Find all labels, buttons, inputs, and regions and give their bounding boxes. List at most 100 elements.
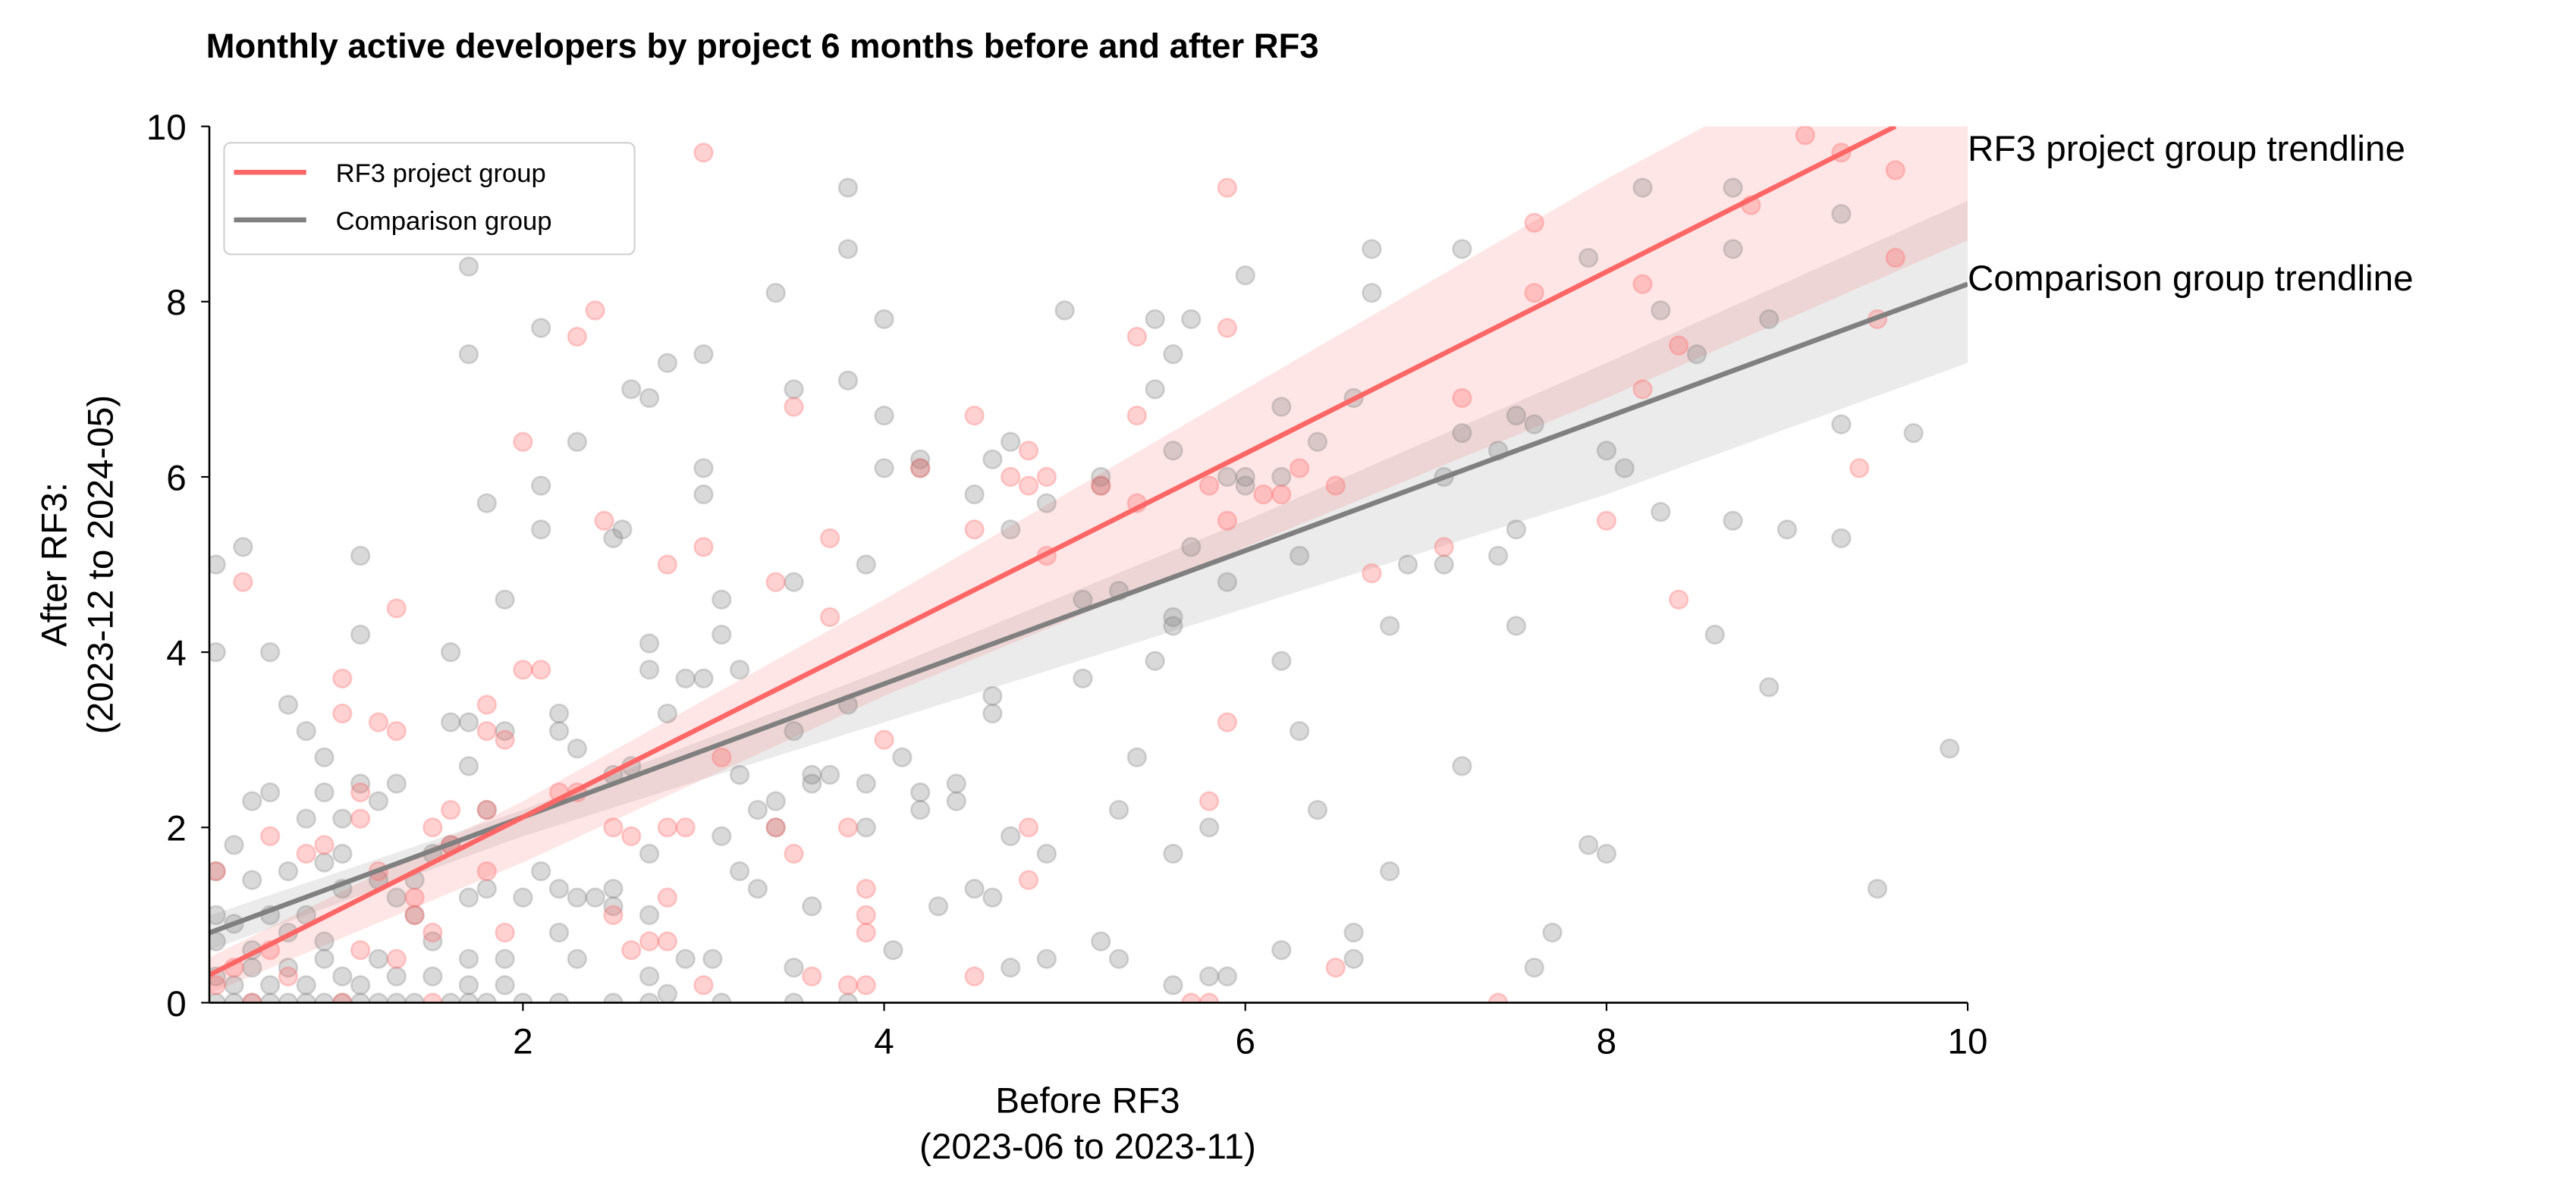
comparison-data-point [242,870,262,890]
comparison-data-point [639,633,660,654]
comparison-data-point [278,993,299,1003]
comparison-data-point [585,887,605,908]
comparison-data-point [1198,817,1220,838]
rf3-data-point [209,975,226,996]
comparison-data-point [802,764,822,786]
comparison-data-point [1001,519,1021,540]
rf3-data-point [259,826,281,847]
rf3-trendline [209,126,1897,978]
comparison-data-point [909,782,931,803]
comparison-data-point [1181,537,1202,557]
comparison-data-point [603,878,624,899]
comparison-data-point [495,720,515,742]
comparison-data-point [1452,756,1472,776]
comparison-data-point [1108,799,1129,820]
comparison-data-point [802,896,822,917]
comparison-data-point [548,720,570,742]
rf3-data-point [964,405,985,426]
x-tick-label: 4 [874,1022,894,1062]
comparison-data-point [1271,651,1292,671]
comparison-data-point [639,843,660,864]
comparison-data-point [1217,466,1238,488]
comparison-data-point [548,993,570,1003]
comparison-data-point [1108,949,1129,969]
comparison-data-point [1524,414,1544,434]
rf3-data-point [1524,212,1544,233]
rf3-data-point [621,939,642,961]
comparison-data-point [856,773,876,794]
comparison-trendline [209,281,1968,936]
comparison-data-point [1723,239,1743,259]
y-tick-label: 8 [166,283,186,323]
rf3-data-point [603,905,624,926]
rf3-data-point [1885,160,1906,180]
comparison-data-point [765,283,786,303]
rf3-data-point [495,922,515,943]
rf3-data-point [567,326,588,347]
comparison-data-point [1940,739,1960,759]
rf3-data-point [1217,712,1238,732]
comparison-data-point [567,949,588,969]
comparison-data-point [368,791,389,811]
comparison-data-point [314,747,335,768]
comparison-data-point [386,993,407,1003]
comparison-data-point [1434,554,1454,575]
comparison-data-point [892,747,913,768]
comparison-data-point [209,641,226,663]
rf3-data-point [1452,387,1472,409]
comparison-data-point [729,861,750,882]
comparison-data-point [982,685,1003,707]
comparison-data-point [1181,309,1202,330]
comparison-data-point [567,739,588,759]
y-tick-label: 2 [166,809,186,849]
x-tick-label: 10 [1948,1022,1988,1062]
comparison-data-point [1163,616,1183,636]
comparison-data-point [837,993,859,1003]
rf3-data-point [819,528,840,549]
comparison-data-point [1452,422,1472,444]
comparison-data-point [1651,300,1671,321]
rf3-data-point [585,300,605,321]
comparison-data-point [765,791,786,811]
comparison-data-point [440,712,461,732]
comparison-data-point [712,624,732,645]
comparison-data-point [314,993,335,1003]
comparison-data-point [332,808,353,829]
comparison-data-point [784,958,804,978]
comparison-data-point [1271,397,1292,417]
comparison-data-point [548,878,570,899]
comparison-data-point [404,905,425,926]
rf3-data-point [603,817,624,838]
comparison-data-point [476,799,497,820]
comparison-data-point [314,931,335,952]
comparison-data-point [603,528,624,549]
comparison-data-point [209,993,226,1003]
comparison-data-point [513,887,533,908]
rf3-data-point [332,703,353,724]
y-axis-label-line1: After RF3: [35,482,75,647]
comparison-data-point [1343,922,1364,943]
trendlines [209,126,1968,978]
comparison-data-point [458,949,479,969]
comparison-data-point [909,458,931,478]
comparison-data-point [1758,309,1780,330]
rf3-data-point [874,729,894,750]
comparison-data-point [368,993,389,1003]
comparison-data-point [458,343,479,365]
comparison-data-point [296,720,316,742]
comparison-data-point [1163,441,1183,461]
rf3-data-point [657,817,678,838]
rf3-data-point [693,143,714,163]
comparison-data-point [1271,939,1292,961]
rf3-data-point [513,431,533,452]
comparison-data-point [278,695,299,715]
comparison-data-point [242,791,262,811]
rf3-data-point [1181,993,1202,1003]
confidence-bands [209,126,1968,994]
comparison-data-point [440,993,461,1003]
rf3-data-point [765,817,786,838]
comparison-data-point [1145,651,1165,671]
comparison-data-point [259,641,281,663]
comparison-data-point [476,493,497,513]
rf3-data-point [1018,817,1039,838]
